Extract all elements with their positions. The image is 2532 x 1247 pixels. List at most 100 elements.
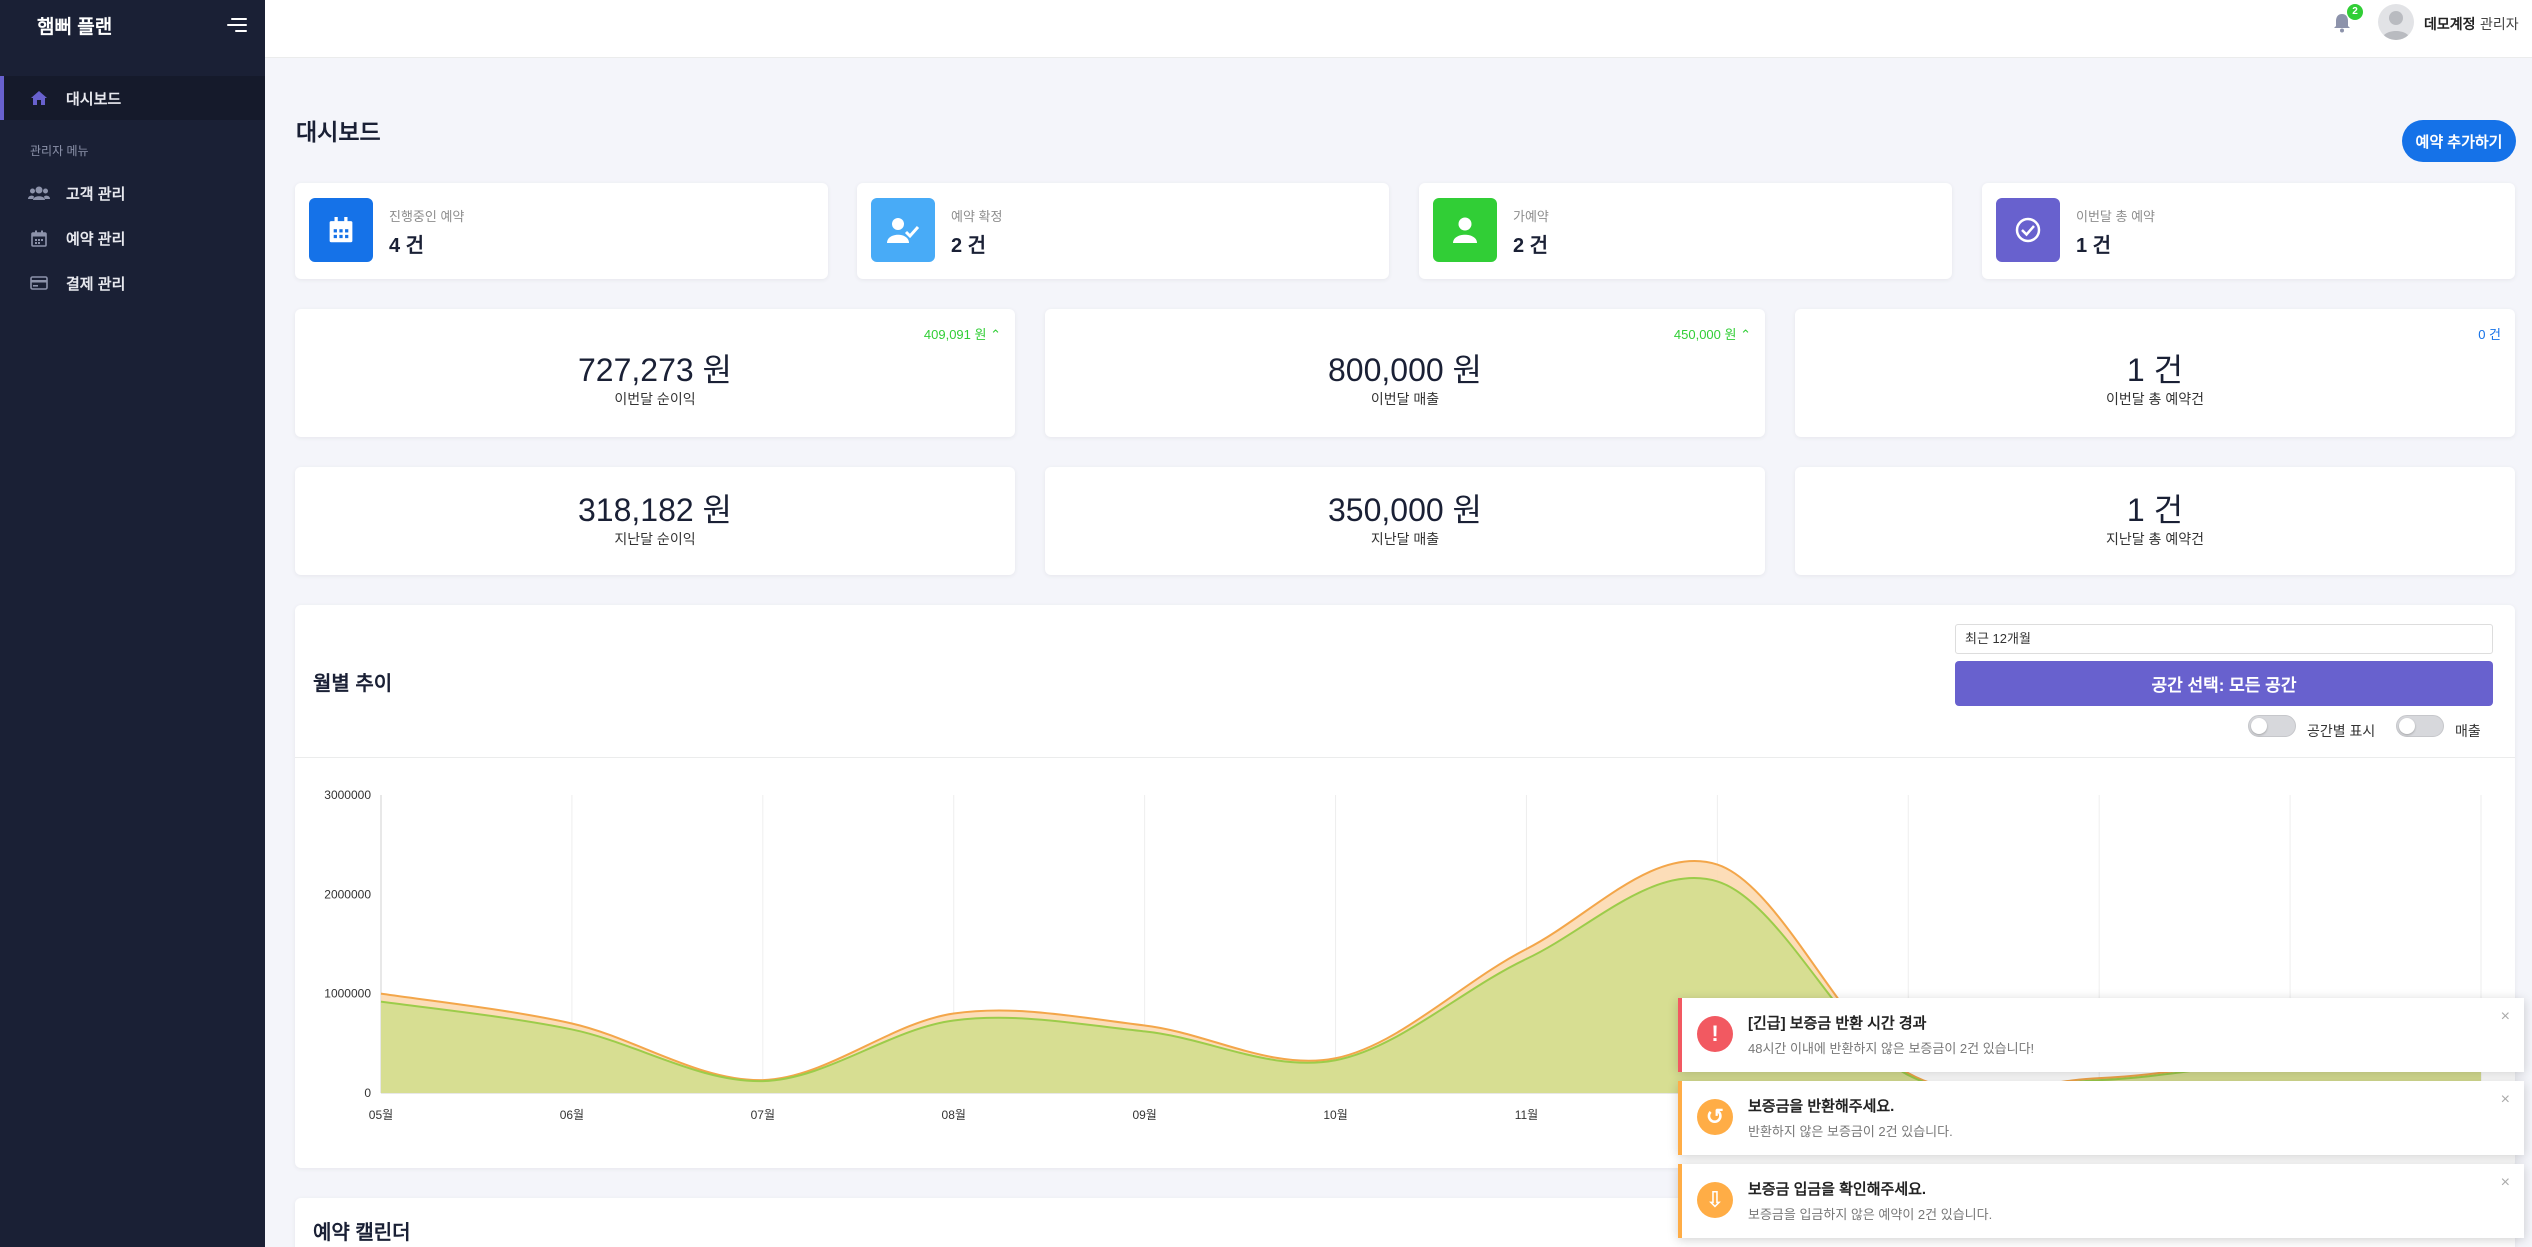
toast-glyph: ⇩ bbox=[1705, 1187, 1725, 1212]
brand-logo[interactable]: 햄뻐 플랜 bbox=[37, 17, 113, 38]
summary-card-sales: 450,000 원 ⌃ 800,000 원 이번달 매출 bbox=[1045, 309, 1765, 437]
delta-value: 409,091 원 bbox=[923, 327, 987, 342]
avatar[interactable] bbox=[2378, 4, 2414, 40]
toast-title: [긴급] 보증금 반환 시간 경과 bbox=[1748, 1015, 1927, 1032]
sidebar-item-label: 고객 관리 bbox=[66, 185, 126, 203]
summary-card-reservations: 0 건 1 건 이번달 총 예약건 bbox=[1795, 309, 2515, 437]
toast-title: 보증금 입금을 확인해주세요. bbox=[1748, 1181, 1927, 1198]
bell-icon[interactable] bbox=[2333, 13, 2353, 35]
stat-value: 4 건 bbox=[389, 235, 425, 257]
chart-title: 월별 추이 bbox=[313, 673, 393, 695]
delta-indicator: 450,000 원 ⌃ bbox=[1674, 324, 1751, 343]
calendar-title: 예약 캘린더 bbox=[313, 1222, 411, 1244]
delta-value: 0 건 bbox=[2478, 327, 2501, 342]
stat-value: 2 건 bbox=[1513, 235, 1549, 257]
x-tick-label: 10월 bbox=[1323, 1108, 1347, 1122]
close-icon[interactable]: × bbox=[2500, 1091, 2510, 1108]
summary-label: 지난달 순이익 bbox=[614, 531, 696, 547]
x-tick-label: 07월 bbox=[751, 1108, 775, 1122]
toast-message: 반환하지 않은 보증금이 2건 있습니다. bbox=[1748, 1124, 1953, 1139]
stat-card-month-total[interactable]: 이번달 총 예약 1 건 bbox=[1982, 183, 2515, 279]
toggle-knob bbox=[2399, 718, 2415, 734]
user-name[interactable]: 데모계정 bbox=[2424, 16, 2476, 32]
summary-value: 350,000 원 bbox=[1327, 492, 1482, 528]
alert-icon: ! bbox=[1697, 1016, 1733, 1052]
toggle-knob bbox=[2251, 718, 2267, 734]
notification-badge: 2 bbox=[2347, 4, 2363, 20]
stat-value: 1 건 bbox=[2076, 235, 2112, 257]
space-view-toggle[interactable] bbox=[2248, 715, 2296, 737]
topbar bbox=[265, 0, 2532, 58]
arrow-up-icon: ⌃ bbox=[990, 327, 1001, 342]
toast-title: 보증금을 반환해주세요. bbox=[1748, 1098, 1895, 1115]
stat-card-in-progress[interactable]: 진행중인 예약 4 건 bbox=[295, 183, 828, 279]
summary-label: 지난달 총 예약건 bbox=[2106, 531, 2204, 547]
sales-toggle[interactable] bbox=[2396, 715, 2444, 737]
series-line-1 bbox=[380, 876, 2482, 1093]
summary-label: 이번달 총 예약건 bbox=[2106, 391, 2204, 407]
period-select[interactable]: 최근 12개월 bbox=[1955, 624, 2493, 654]
add-reservation-button[interactable]: 예약 추가하기 bbox=[2402, 120, 2516, 162]
x-tick-label: 06월 bbox=[560, 1108, 584, 1122]
page-title: 대시보드 bbox=[296, 119, 381, 145]
delta-value: 450,000 원 bbox=[1673, 327, 1737, 342]
summary-card-last-sales: 350,000 원 지난달 매출 bbox=[1045, 467, 1765, 575]
summary-value: 1 건 bbox=[2126, 492, 2184, 528]
summary-card-last-reservations: 1 건 지난달 총 예약건 bbox=[1795, 467, 2515, 575]
check-circle-icon bbox=[1996, 198, 2060, 262]
user-check-icon bbox=[871, 198, 935, 262]
toast-urgent-deposit[interactable]: ! [긴급] 보증금 반환 시간 경과 48시간 이내에 반환하지 않은 보증금… bbox=[1678, 998, 2524, 1072]
toast-message: 보증금을 입금하지 않은 예약이 2건 있습니다. bbox=[1748, 1207, 1993, 1222]
sidebar-item-customers[interactable]: 고객 관리 bbox=[0, 171, 265, 215]
stat-card-confirmed[interactable]: 예약 확정 2 건 bbox=[857, 183, 1389, 279]
x-tick-label: 08월 bbox=[942, 1108, 966, 1122]
divider bbox=[295, 757, 2515, 758]
x-tick-label: 05월 bbox=[369, 1108, 393, 1122]
toast-glyph: ! bbox=[1711, 1021, 1719, 1046]
y-tick-label: 0 bbox=[364, 1086, 371, 1100]
sidebar-item-label: 결제 관리 bbox=[66, 275, 126, 293]
stat-label: 가예약 bbox=[1513, 209, 1549, 224]
y-tick-label: 3000000 bbox=[324, 788, 371, 802]
sidebar-item-label: 예약 관리 bbox=[66, 230, 126, 248]
x-tick-label: 09월 bbox=[1132, 1108, 1156, 1122]
stat-label: 진행중인 예약 bbox=[389, 209, 465, 224]
sidebar-item-reservations[interactable]: 예약 관리 bbox=[0, 216, 265, 260]
user-icon bbox=[1433, 198, 1497, 262]
monthly-trend-card: 월별 추이 최근 12개월 공간 선택: 모든 공간 공간별 표시 매출 300… bbox=[295, 605, 2515, 1168]
sidebar-item-payments[interactable]: 결제 관리 bbox=[0, 261, 265, 305]
series-area-1 bbox=[381, 877, 2481, 1093]
sidebar-item-dashboard[interactable]: 대시보드 bbox=[0, 76, 265, 120]
credit-card-icon bbox=[28, 274, 50, 292]
summary-value: 318,182 원 bbox=[577, 492, 732, 528]
toast-confirm-deposit[interactable]: ⇩ 보증금 입금을 확인해주세요. 보증금을 입금하지 않은 예약이 2건 있습… bbox=[1678, 1164, 2524, 1238]
summary-label: 이번달 순이익 bbox=[614, 391, 696, 407]
home-icon bbox=[28, 89, 50, 107]
sidebar-item-label: 대시보드 bbox=[66, 90, 122, 108]
users-icon bbox=[28, 184, 50, 202]
calendar-icon bbox=[28, 229, 50, 247]
stat-label: 예약 확정 bbox=[951, 209, 1003, 224]
y-tick-label: 2000000 bbox=[324, 887, 371, 901]
toggle-label: 공간별 표시 bbox=[2307, 723, 2376, 739]
user-role: 관리자 bbox=[2480, 16, 2519, 32]
summary-card-net-profit: 409,091 원 ⌃ 727,273 원 이번달 순이익 bbox=[295, 309, 1015, 437]
sidebar-toggle-icon[interactable] bbox=[227, 18, 247, 36]
toast-glyph: ↺ bbox=[1705, 1104, 1725, 1129]
delta-indicator: 409,091 원 ⌃ bbox=[924, 324, 1001, 343]
sidebar-section-label: 관리자 메뉴 bbox=[30, 144, 89, 158]
summary-value: 800,000 원 bbox=[1327, 352, 1482, 388]
summary-value: 727,273 원 bbox=[577, 352, 732, 388]
summary-value: 1 건 bbox=[2126, 352, 2184, 388]
stat-card-tentative[interactable]: 가예약 2 건 bbox=[1419, 183, 1952, 279]
stat-label: 이번달 총 예약 bbox=[2076, 209, 2155, 224]
close-icon[interactable]: × bbox=[2500, 1174, 2510, 1191]
stat-value: 2 건 bbox=[951, 235, 987, 257]
summary-label: 이번달 매출 bbox=[1370, 391, 1440, 407]
x-tick-label: 11월 bbox=[1515, 1108, 1539, 1122]
toast-return-deposit[interactable]: ↺ 보증금을 반환해주세요. 반환하지 않은 보증금이 2건 있습니다. × bbox=[1678, 1081, 2524, 1155]
close-icon[interactable]: × bbox=[2500, 1008, 2510, 1025]
arrow-up-icon: ⌃ bbox=[1740, 327, 1751, 342]
toggle-label: 매출 bbox=[2455, 723, 2481, 739]
space-select-button[interactable]: 공간 선택: 모든 공간 bbox=[1955, 661, 2493, 706]
